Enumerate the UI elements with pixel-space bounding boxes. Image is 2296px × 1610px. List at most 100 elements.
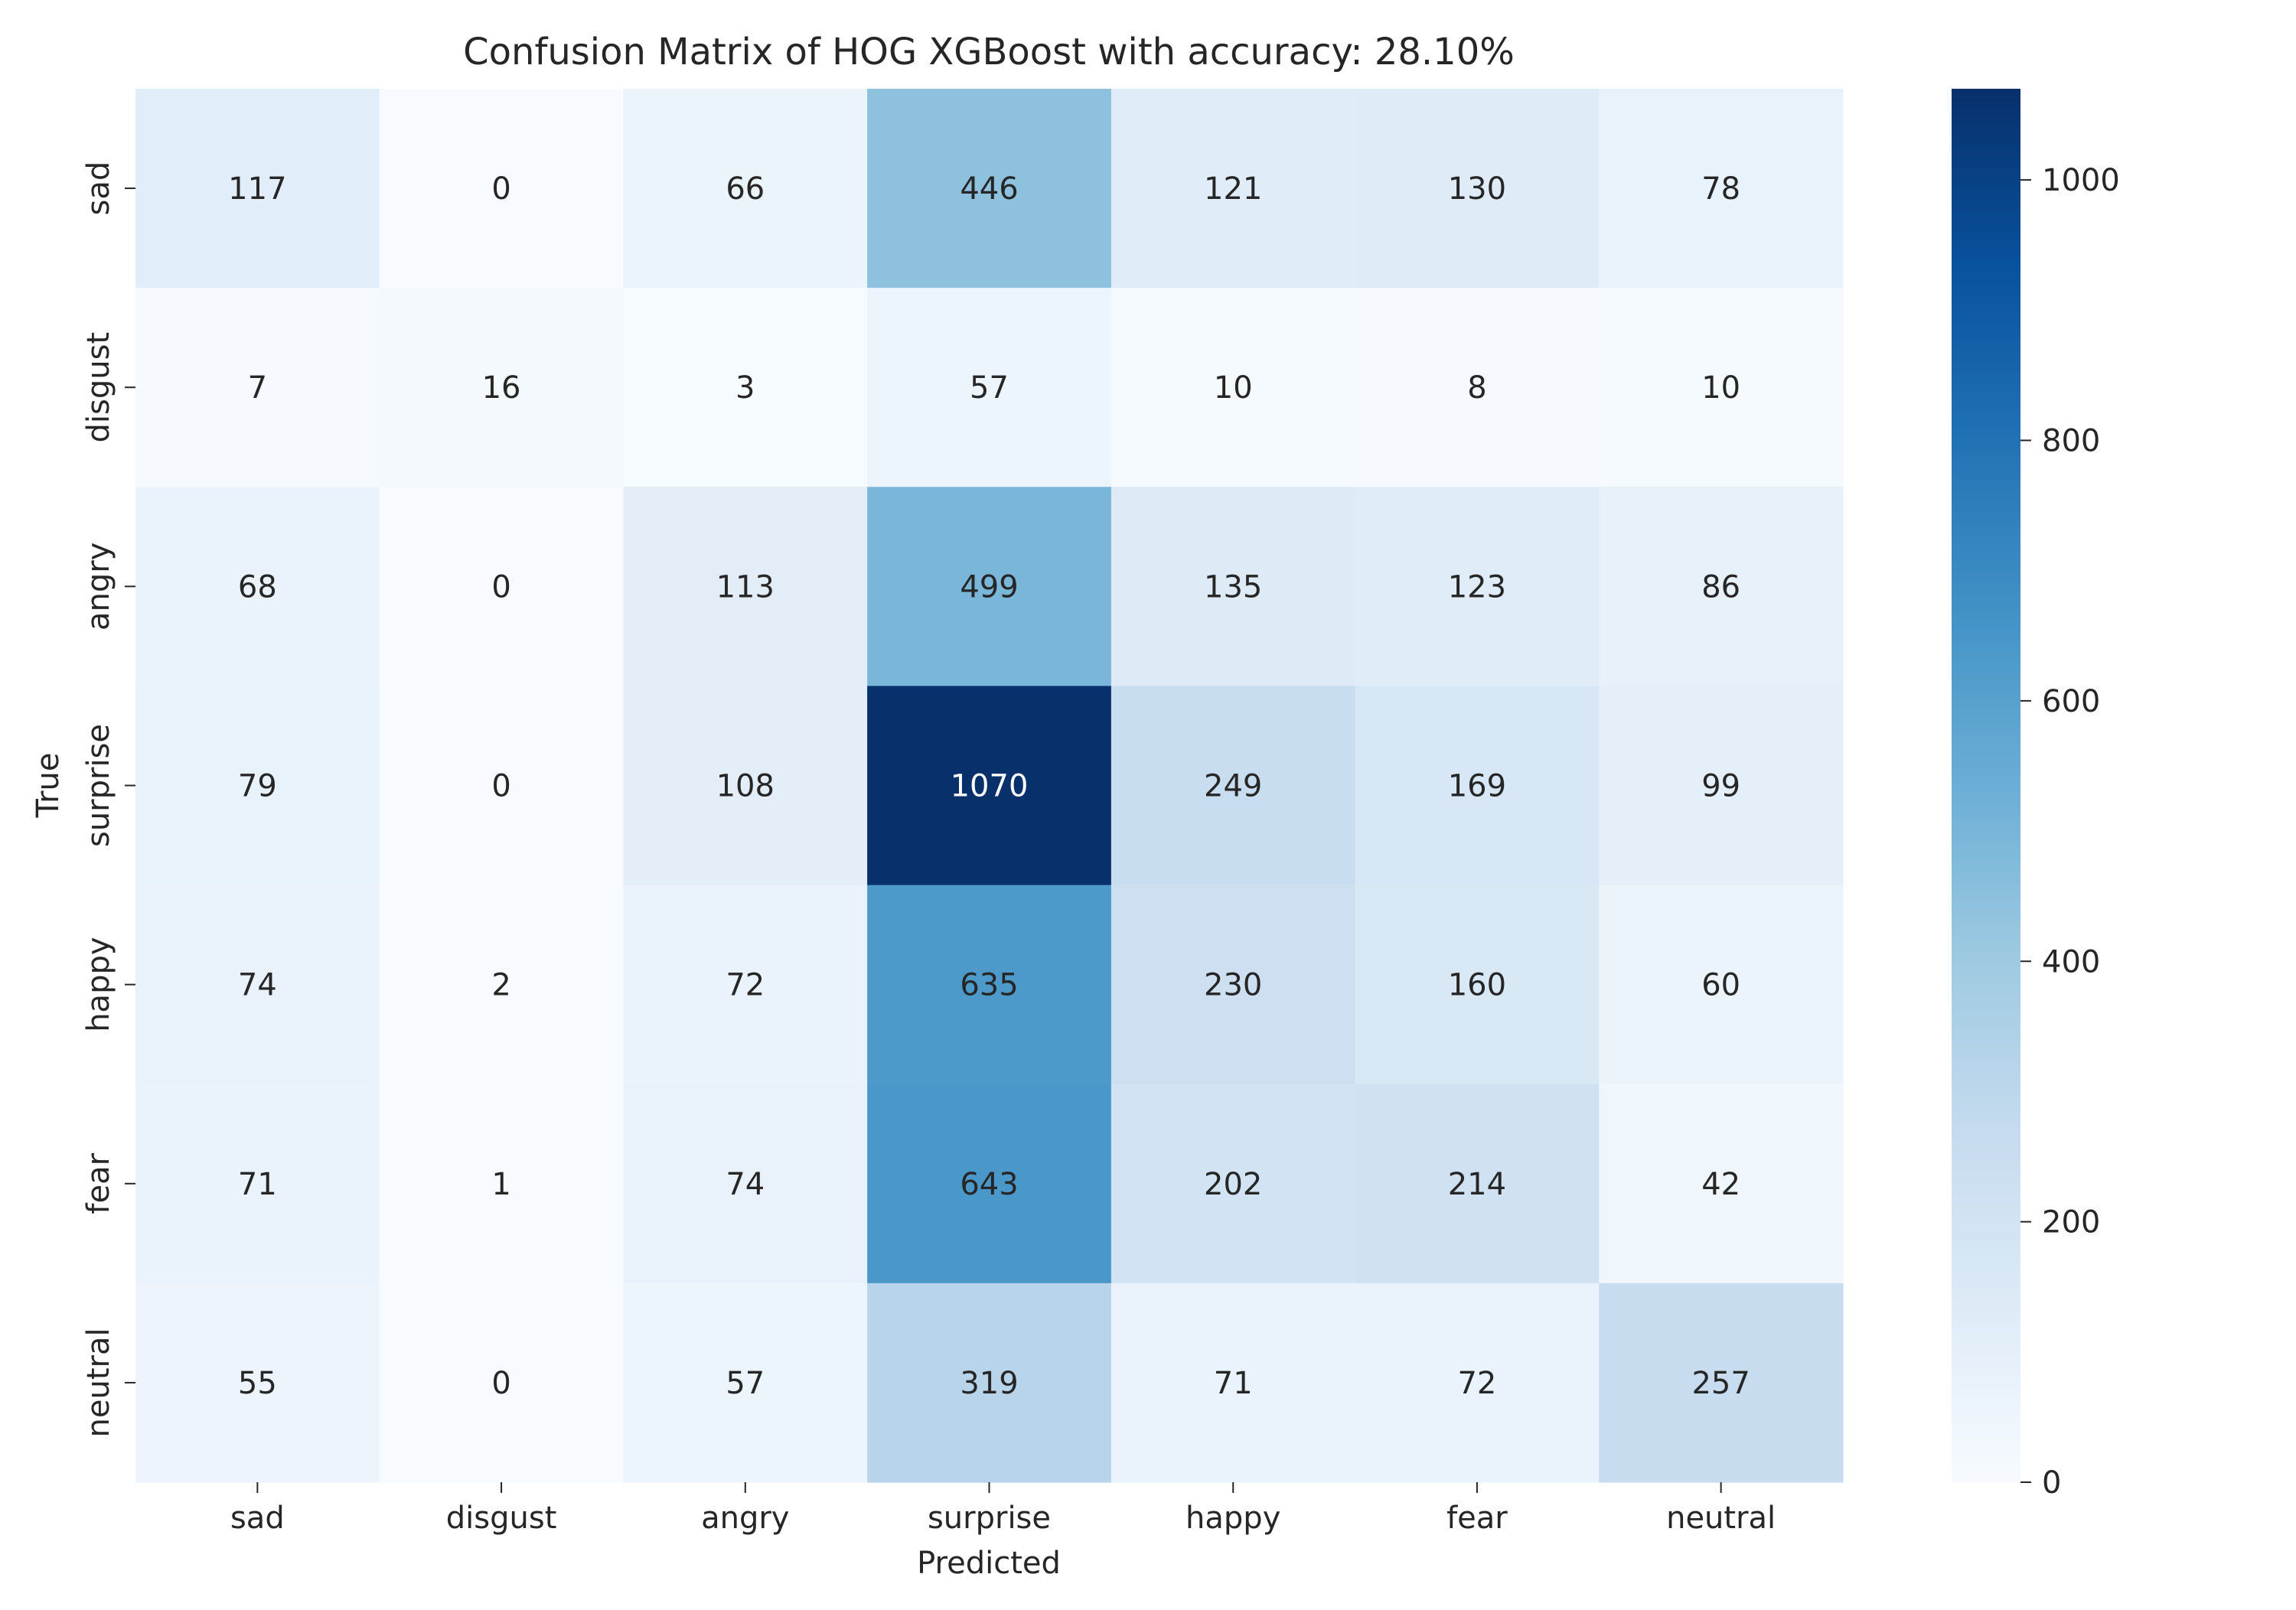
heatmap-cell (379, 885, 625, 1085)
heatmap-cells (135, 89, 1844, 1483)
y-tick-label: angry (81, 543, 116, 631)
cell-value-label: 1070 (951, 769, 1029, 804)
heatmap-cell (379, 288, 625, 487)
cell-value-label: 160 (1448, 968, 1506, 1003)
cell-value-label: 446 (960, 171, 1018, 207)
heatmap-cell (379, 487, 625, 687)
x-tick-label: disgust (446, 1501, 557, 1536)
heatmap-cell (867, 686, 1112, 886)
cell-value-label: 130 (1448, 171, 1506, 207)
cell-value-label: 108 (716, 769, 775, 804)
cell-value-label: 257 (1691, 1366, 1750, 1401)
colorbar-tick-label: 1000 (2042, 163, 2120, 198)
cell-value-label: 499 (960, 569, 1018, 605)
colorbar-tick-label: 600 (2042, 684, 2100, 719)
cell-value-label: 57 (726, 1366, 765, 1401)
y-tick-label: disgust (81, 332, 116, 443)
x-tick-label: angry (701, 1501, 789, 1536)
chart-title: Confusion Matrix of HOG XGBoost with acc… (463, 31, 1515, 73)
cell-value-label: 74 (726, 1167, 765, 1202)
heatmap-cell (623, 487, 868, 687)
heatmap-cell (135, 1282, 380, 1483)
cell-value-label: 74 (238, 968, 277, 1003)
heatmap-cell (1599, 885, 1844, 1085)
y-tick-label: sad (81, 161, 116, 216)
heatmap-cell (1599, 89, 1844, 288)
heatmap-cell (1355, 1084, 1600, 1284)
heatmap-cell (135, 885, 380, 1085)
heatmap-cell (623, 686, 868, 886)
y-axis-label: True (31, 753, 66, 819)
colorbar-tick-label: 200 (2042, 1205, 2100, 1240)
y-tick-label: fear (81, 1152, 116, 1214)
cell-value-label: 79 (238, 769, 277, 804)
heatmap-cell (867, 1282, 1112, 1483)
cell-value-label: 121 (1204, 171, 1262, 207)
heatmap-cell (1110, 686, 1356, 886)
heatmap-cell (1110, 885, 1356, 1085)
heatmap-cell (379, 1282, 625, 1483)
heatmap-cell (1355, 1282, 1600, 1483)
colorbar-tick-label: 0 (2042, 1465, 2061, 1501)
heatmap-cell (1599, 487, 1844, 687)
y-axis-ticks: sad disgust angry surprise happy fear neutral (81, 161, 135, 1437)
cell-value-label: 57 (970, 370, 1009, 406)
heatmap-cell (623, 885, 868, 1085)
heatmap-cell (135, 1084, 380, 1284)
cell-value-label: 135 (1204, 569, 1262, 605)
cell-value-label: 99 (1701, 769, 1740, 804)
cell-value-label: 68 (238, 569, 277, 605)
cell-value-label: 0 (491, 569, 510, 605)
cell-value-label: 10 (1214, 370, 1253, 406)
heatmap-cell (379, 1084, 625, 1284)
cell-value-label: 86 (1701, 569, 1740, 605)
cell-value-label: 16 (482, 370, 521, 406)
y-tick-label: neutral (81, 1328, 116, 1437)
x-tick-label: happy (1186, 1501, 1280, 1536)
x-tick-label: sad (230, 1501, 285, 1536)
heatmap-cell (623, 89, 868, 288)
cell-value-label: 8 (1467, 370, 1486, 406)
cell-value-label: 117 (228, 171, 286, 207)
heatmap-cell (1599, 686, 1844, 886)
cell-value-label: 319 (960, 1366, 1018, 1401)
cell-value-label: 123 (1448, 569, 1506, 605)
cell-value-label: 72 (1457, 1366, 1496, 1401)
cell-value-label: 230 (1204, 968, 1262, 1003)
x-tick-label: neutral (1666, 1501, 1776, 1536)
x-axis-label: Predicted (917, 1546, 1061, 1581)
cell-value-label: 0 (491, 171, 510, 207)
heatmap-cell (623, 288, 868, 487)
heatmap-cell (1110, 288, 1356, 487)
y-tick-label: surprise (81, 724, 116, 847)
heatmap-cell (1110, 1084, 1356, 1284)
heatmap-cell (135, 89, 380, 288)
heatmap-cell (379, 89, 625, 288)
y-tick-label: happy (81, 937, 116, 1032)
heatmap-cell (867, 885, 1112, 1085)
cell-value-label: 7 (248, 370, 267, 406)
cell-value-label: 42 (1701, 1167, 1740, 1202)
heatmap-cell (135, 288, 380, 487)
cell-value-label: 55 (238, 1366, 277, 1401)
heatmap-cell (1355, 89, 1600, 288)
heatmap-cell (379, 686, 625, 886)
heatmap-cell (867, 1084, 1112, 1284)
colorbar-ticks: 0 200 400 600 800 1000 (2020, 163, 2120, 1501)
cell-value-label: 0 (491, 1366, 510, 1401)
cell-value-label: 10 (1701, 370, 1740, 406)
heatmap-cell (623, 1282, 868, 1483)
cell-value-label: 60 (1701, 968, 1740, 1003)
heatmap-cell (1110, 487, 1356, 687)
cell-value-label: 1 (491, 1167, 510, 1202)
colorbar (1952, 89, 2020, 1482)
heatmap-cell (1110, 89, 1356, 288)
cell-value-label: 202 (1204, 1167, 1262, 1202)
heatmap-cell (867, 288, 1112, 487)
heatmap-cell (1110, 1282, 1356, 1483)
cell-value-label: 66 (726, 171, 765, 207)
heatmap-cell (135, 686, 380, 886)
x-axis-ticks: sad disgust angry surprise happy fear neutral (230, 1482, 1776, 1536)
colorbar-tick-label: 400 (2042, 944, 2100, 979)
